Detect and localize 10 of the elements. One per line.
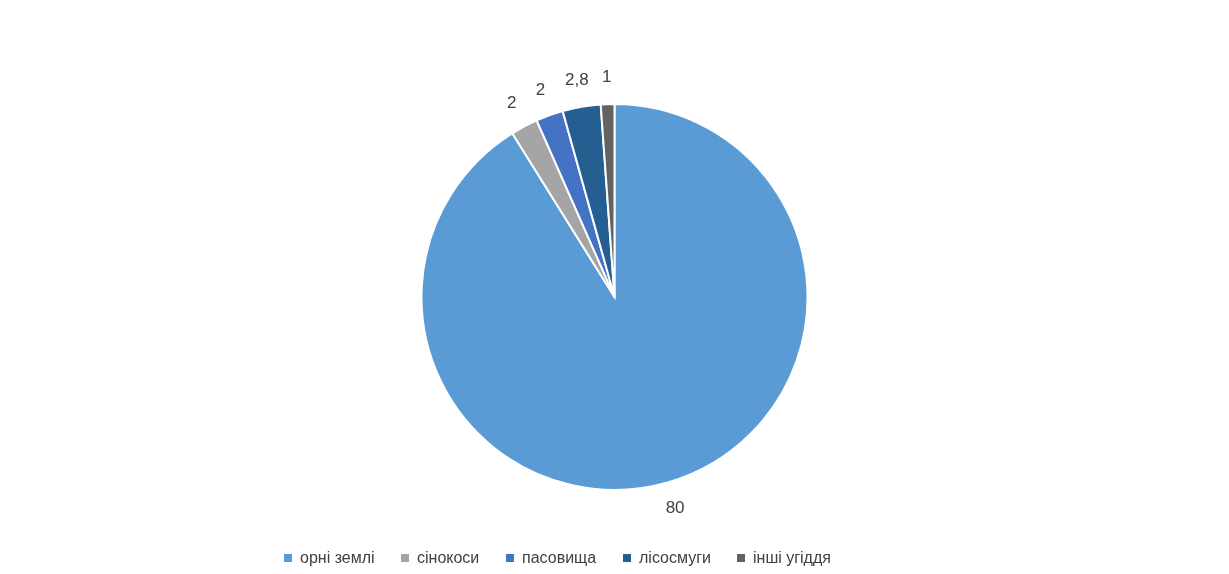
data-label: 2 (506, 92, 517, 112)
data-label: 2 (535, 79, 546, 99)
legend-label: інші угіддя (753, 549, 831, 566)
legend-label: лісосмуги (639, 549, 711, 566)
legend-label: пасовища (522, 549, 597, 566)
data-label: 2,8 (565, 70, 589, 90)
data-label: 1 (601, 67, 612, 87)
legend-label: сінокоси (417, 549, 480, 566)
legend-label: орні землі (300, 549, 375, 566)
data-label: 80 (665, 498, 685, 518)
